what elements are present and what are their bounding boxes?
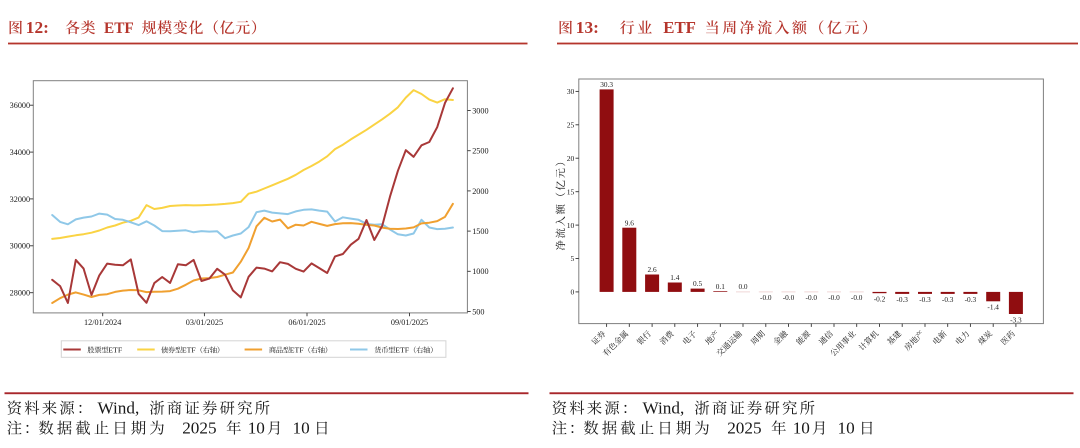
svg-text:0.5: 0.5 bbox=[693, 279, 702, 288]
svg-text:03/01/2025: 03/01/2025 bbox=[186, 318, 223, 327]
svg-text:ETF: ETF bbox=[290, 346, 305, 355]
svg-text:3000: 3000 bbox=[472, 106, 488, 115]
svg-text:12:: 12: bbox=[26, 18, 49, 37]
svg-text:0.1: 0.1 bbox=[716, 282, 725, 291]
svg-text:15: 15 bbox=[567, 187, 575, 196]
svg-text:1000: 1000 bbox=[472, 267, 488, 276]
svg-text:2025: 2025 bbox=[727, 419, 761, 438]
svg-text:-0.2: -0.2 bbox=[874, 295, 886, 304]
svg-text:Wind,: Wind, bbox=[643, 399, 685, 418]
svg-text:-0.3: -0.3 bbox=[896, 295, 908, 304]
svg-text:32000: 32000 bbox=[10, 195, 30, 204]
svg-text:12/01/2024: 12/01/2024 bbox=[84, 318, 121, 327]
svg-text:-0.3: -0.3 bbox=[942, 295, 954, 304]
svg-text:-1.4: -1.4 bbox=[987, 303, 999, 312]
svg-text:-0.0: -0.0 bbox=[783, 293, 795, 302]
svg-text:10: 10 bbox=[838, 419, 855, 438]
svg-text:09/01/2025: 09/01/2025 bbox=[391, 318, 428, 327]
svg-text:-3.3: -3.3 bbox=[1010, 315, 1022, 324]
svg-text:1.4: 1.4 bbox=[670, 273, 679, 282]
svg-text:2500: 2500 bbox=[472, 147, 488, 156]
svg-text:ETF: ETF bbox=[104, 20, 134, 37]
svg-text:10: 10 bbox=[293, 419, 310, 438]
svg-text:-0.3: -0.3 bbox=[919, 295, 931, 304]
svg-text:34000: 34000 bbox=[10, 148, 30, 157]
svg-text:2025: 2025 bbox=[182, 419, 216, 438]
svg-text:28000: 28000 bbox=[10, 289, 30, 298]
svg-text:1500: 1500 bbox=[472, 227, 488, 236]
svg-text:13:: 13: bbox=[576, 18, 599, 37]
svg-text:10: 10 bbox=[567, 221, 575, 230]
svg-text:06/01/2025: 06/01/2025 bbox=[288, 318, 325, 327]
svg-text:10: 10 bbox=[793, 419, 810, 438]
svg-text:30: 30 bbox=[567, 87, 575, 96]
svg-text:500: 500 bbox=[472, 307, 484, 316]
svg-text:0: 0 bbox=[571, 288, 575, 297]
svg-text:ETF: ETF bbox=[395, 346, 410, 355]
svg-text:-0.0: -0.0 bbox=[828, 293, 840, 302]
svg-text:ETF: ETF bbox=[182, 346, 197, 355]
svg-text:ETF: ETF bbox=[108, 346, 123, 355]
svg-text:-0.0: -0.0 bbox=[851, 293, 863, 302]
svg-text:20: 20 bbox=[567, 154, 575, 163]
svg-text:30000: 30000 bbox=[10, 242, 30, 251]
svg-text:2.6: 2.6 bbox=[648, 265, 657, 274]
svg-text:25: 25 bbox=[567, 121, 575, 130]
svg-text:Wind,: Wind, bbox=[98, 399, 140, 418]
svg-text:0.0: 0.0 bbox=[738, 282, 747, 291]
svg-text:-0.0: -0.0 bbox=[806, 293, 818, 302]
svg-text:9.6: 9.6 bbox=[625, 218, 634, 227]
svg-text:5: 5 bbox=[571, 254, 575, 263]
svg-text:2000: 2000 bbox=[472, 187, 488, 196]
svg-text:30.3: 30.3 bbox=[600, 80, 613, 89]
svg-text:-0.3: -0.3 bbox=[965, 295, 977, 304]
svg-text:ETF: ETF bbox=[663, 18, 696, 37]
svg-text:10: 10 bbox=[248, 419, 265, 438]
svg-text:36000: 36000 bbox=[10, 101, 30, 110]
svg-text:-0.0: -0.0 bbox=[760, 293, 772, 302]
